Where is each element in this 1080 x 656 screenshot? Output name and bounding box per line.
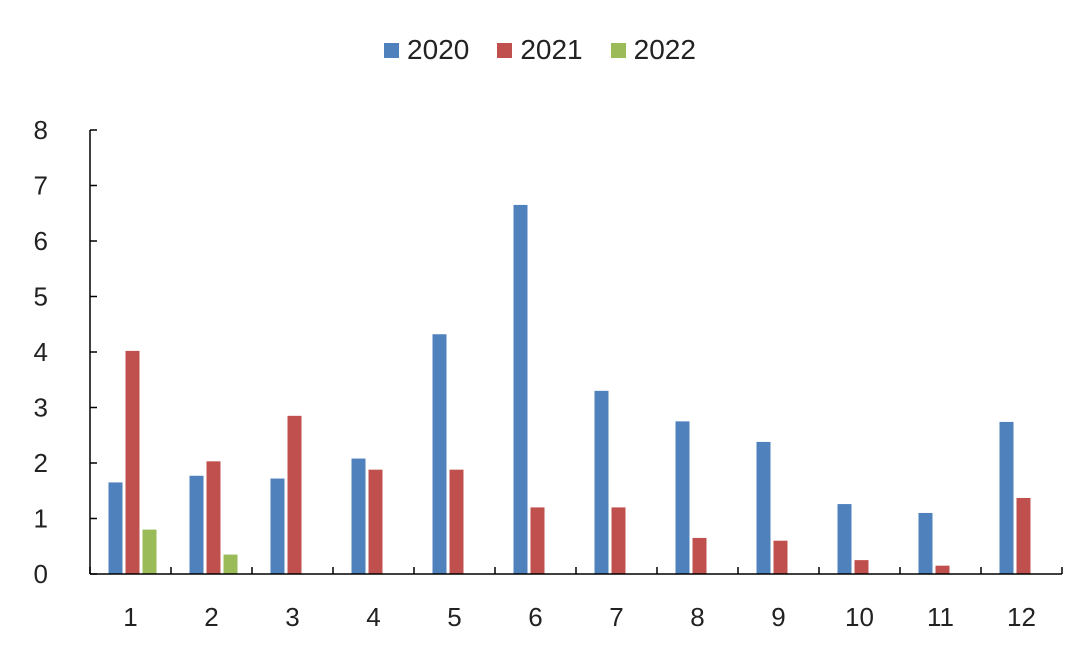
y-tick-label-6: 6	[34, 226, 48, 256]
x-tick-label-9: 9	[771, 602, 785, 632]
bar-2020-4	[351, 458, 366, 574]
x-tick-label-8: 8	[690, 602, 704, 632]
legend-item-2020: 2020	[384, 34, 469, 66]
bar-2020-1	[108, 482, 123, 574]
legend-swatch-2022	[610, 42, 626, 58]
x-tick-label-11: 11	[927, 602, 954, 632]
x-tick-label-5: 5	[447, 602, 461, 632]
legend-item-2022: 2022	[610, 34, 696, 66]
bar-2021-2	[206, 461, 221, 574]
bar-2021-8	[692, 537, 707, 574]
bar-2020-11	[918, 512, 933, 574]
legend-label-2020: 2020	[407, 34, 470, 65]
y-tick-label-5: 5	[34, 282, 48, 312]
bar-2020-10	[837, 504, 852, 574]
x-tick-label-1: 1	[123, 602, 137, 632]
bar-2021-6	[530, 507, 545, 574]
y-tick-label-4: 4	[34, 337, 48, 367]
bar-2021-10	[854, 560, 869, 574]
legend: 2020 2021 2022	[0, 34, 1080, 66]
bar-2021-4	[368, 469, 383, 574]
bar-2021-5	[449, 469, 464, 574]
bar-2020-9	[756, 441, 771, 574]
legend-swatch-2021	[497, 42, 513, 58]
x-tick-label-7: 7	[609, 602, 623, 632]
y-tick-label-1: 1	[34, 504, 48, 534]
y-tick-label-8: 8	[34, 115, 48, 145]
bar-2020-8	[675, 421, 690, 574]
bar-2022-1	[142, 529, 157, 574]
legend-swatch-2020	[384, 42, 400, 58]
legend-label-2021: 2021	[520, 34, 583, 65]
legend-item-2021: 2021	[497, 34, 583, 66]
bar-2021-1	[125, 350, 140, 574]
x-tick-label-4: 4	[366, 602, 380, 632]
y-tick-label-0: 0	[34, 559, 48, 589]
bar-2020-6	[513, 204, 528, 575]
bar-2021-3	[287, 415, 302, 574]
y-tick-label-7: 7	[34, 171, 48, 201]
bar-2020-7	[594, 390, 609, 574]
legend-label-2022: 2022	[633, 34, 696, 65]
x-tick-label-3: 3	[285, 602, 299, 632]
bar-2021-9	[773, 540, 788, 574]
bar-2021-11	[935, 565, 950, 574]
bar-2020-5	[432, 334, 447, 574]
x-tick-label-10: 10	[845, 602, 874, 632]
bar-2020-3	[270, 478, 285, 574]
bar-2022-2	[223, 554, 238, 574]
bar-2021-7	[611, 507, 626, 574]
y-tick-label-3: 3	[34, 393, 48, 423]
bar-2020-2	[189, 475, 204, 574]
x-tick-label-2: 2	[204, 602, 218, 632]
x-tick-label-12: 12	[1007, 602, 1036, 632]
y-tick-label-2: 2	[34, 448, 48, 478]
bar-2021-12	[1016, 497, 1031, 574]
bar-2020-12	[999, 421, 1014, 574]
x-tick-label-6: 6	[528, 602, 542, 632]
